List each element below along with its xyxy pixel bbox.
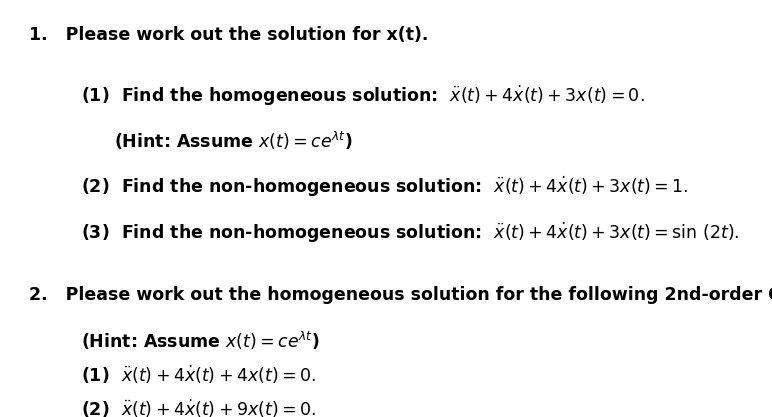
Text: (2)  Find the non-homogeneous solution:  $\ddot{x}(t) + 4\dot{x}(t) + 3x(t) = 1.: (2) Find the non-homogeneous solution: $…: [81, 175, 689, 199]
Text: (1)  $\ddot{x}(t) + 4\dot{x}(t) + 4x(t) = 0.$: (1) $\ddot{x}(t) + 4\dot{x}(t) + 4x(t) =…: [81, 364, 316, 386]
Text: 2.   Please work out the homogeneous solution for the following 2nd-order ODEs.: 2. Please work out the homogeneous solut…: [29, 286, 772, 304]
Text: (2)  $\ddot{x}(t) + 4\dot{x}(t) + 9x(t) = 0.$: (2) $\ddot{x}(t) + 4\dot{x}(t) + 9x(t) =…: [81, 398, 316, 417]
Text: (3)  Find the non-homogeneous solution:  $\ddot{x}(t) + 4\dot{x}(t) + 3x(t) = \s: (3) Find the non-homogeneous solution: $…: [81, 221, 740, 245]
Text: (Hint: Assume $x(t) = ce^{\lambda t}$): (Hint: Assume $x(t) = ce^{\lambda t}$): [114, 129, 353, 152]
Text: 1.   Please work out the solution for x(t).: 1. Please work out the solution for x(t)…: [29, 26, 428, 44]
Text: (1)  Find the homogeneous solution:  $\ddot{x}(t) + 4\dot{x}(t) + 3x(t) = 0.$: (1) Find the homogeneous solution: $\ddo…: [81, 83, 645, 108]
Text: (Hint: Assume $x(t) = ce^{\lambda t}$): (Hint: Assume $x(t) = ce^{\lambda t}$): [81, 329, 320, 352]
